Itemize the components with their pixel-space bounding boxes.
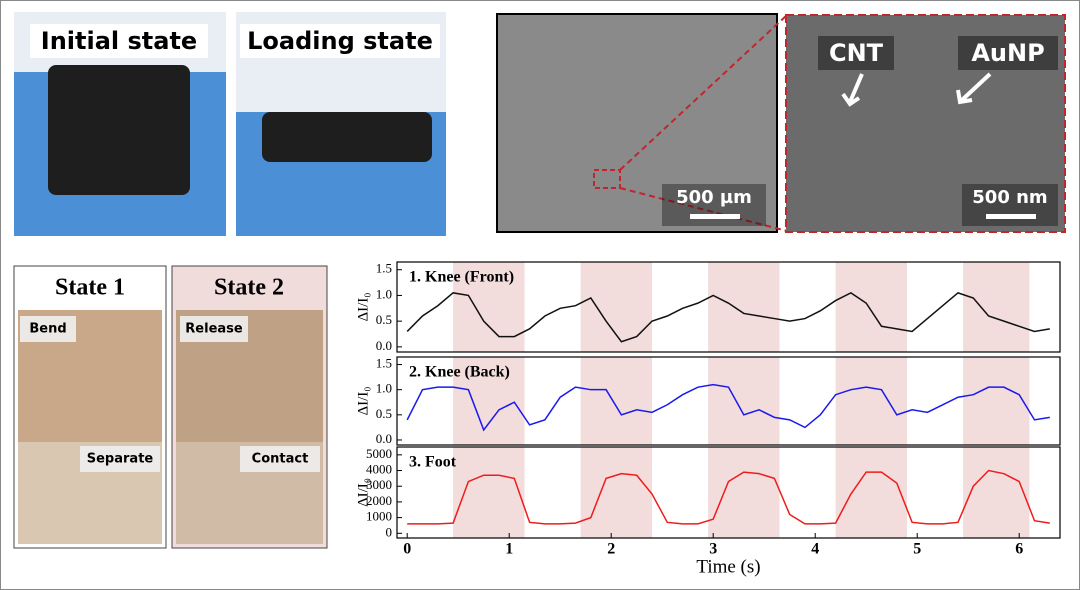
x-tick-label: 0 xyxy=(403,541,411,558)
y-tick-label: 0.5 xyxy=(376,312,392,327)
y-tick-label: 1.5 xyxy=(376,261,392,276)
shaded-region xyxy=(580,447,652,538)
shaded-region xyxy=(580,262,652,352)
shaded-region xyxy=(708,262,780,352)
shaded-region xyxy=(835,262,907,352)
photo-label: Bend xyxy=(29,322,66,337)
shaded-region xyxy=(453,357,525,445)
shaded-region xyxy=(963,357,1030,445)
shaded-region xyxy=(963,262,1030,352)
data-line xyxy=(406,291,1050,343)
photo-label: Separate xyxy=(87,452,154,467)
photo-loading: Loading state xyxy=(236,12,446,236)
shaded-region xyxy=(708,357,780,445)
y-tick-label: 0.0 xyxy=(376,338,392,353)
y-axis-label: ΔI/I₀ xyxy=(355,292,371,321)
annotation: CNT xyxy=(829,39,884,67)
y-tick-label: 1.5 xyxy=(376,356,392,371)
shaded-region xyxy=(835,447,907,538)
plot-frame xyxy=(396,261,1061,353)
state-title: State 2 xyxy=(214,275,284,301)
x-axis-label: Time (s) xyxy=(696,556,760,577)
y-tick-label: 3000 xyxy=(366,477,392,492)
state-2-panel: State 2 Release Contact xyxy=(171,265,328,549)
state-1-panel: State 1 Bend Separate xyxy=(13,265,167,549)
annotation: AuNP xyxy=(971,39,1044,67)
chart-title: 2. Knee (Back) xyxy=(409,364,510,381)
state-title: State 1 xyxy=(55,275,125,301)
photo-label: Initial state xyxy=(41,27,197,55)
photo-label: Loading state xyxy=(247,27,433,55)
y-tick-label: 2000 xyxy=(366,493,392,508)
y-tick-label: 0.0 xyxy=(376,431,392,446)
y-tick-label: 1000 xyxy=(366,509,392,524)
sem-high: CNT AuNP 500 nm xyxy=(785,14,1066,233)
data-line xyxy=(407,469,1050,525)
plot-frame xyxy=(396,446,1061,539)
y-tick-label: 4000 xyxy=(366,462,392,477)
chart-title: 3. Foot xyxy=(409,454,457,471)
y-axis-label: ΔI/I₀ xyxy=(355,386,371,415)
data-line xyxy=(406,383,1050,432)
shaded-region xyxy=(835,357,907,445)
y-tick-label: 5000 xyxy=(366,446,392,461)
y-tick-label: 1.0 xyxy=(376,286,392,301)
x-tick-label: 2 xyxy=(607,541,615,558)
chart-title: 1. Knee (Front) xyxy=(409,269,514,286)
y-tick-label: 1.0 xyxy=(376,381,392,396)
sem-low: 500 µm xyxy=(496,13,788,233)
x-tick-label: 6 xyxy=(1015,541,1023,558)
y-axis-label: ΔI/I₀ xyxy=(355,478,371,507)
y-tick-label: 0.5 xyxy=(376,406,392,421)
shaded-region xyxy=(580,357,652,445)
photo-label: Contact xyxy=(252,452,309,467)
shaded-region xyxy=(708,447,780,538)
x-tick-label: 4 xyxy=(811,541,819,558)
photo-initial: Initial state xyxy=(14,12,226,236)
x-tick-label: 5 xyxy=(913,541,921,558)
scale-label: 500 nm xyxy=(972,187,1047,208)
scale-label: 500 µm xyxy=(676,187,752,208)
x-tick-label: 3 xyxy=(709,541,717,558)
y-tick-label: 0 xyxy=(386,524,393,539)
x-tick-label: 1 xyxy=(505,541,513,558)
photo-label: Release xyxy=(185,322,243,337)
plot-frame xyxy=(396,356,1061,446)
shaded-region xyxy=(963,447,1030,538)
